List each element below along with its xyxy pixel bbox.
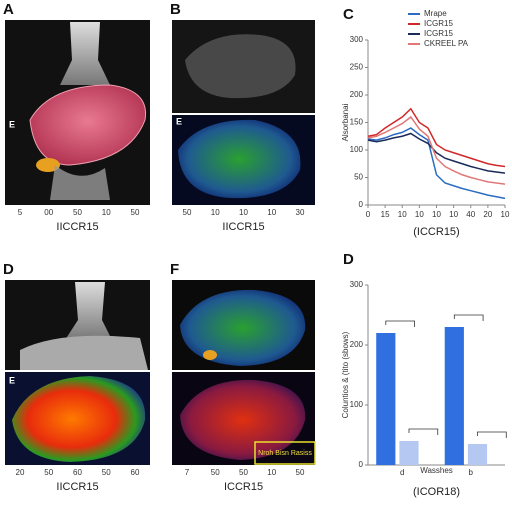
x-tick-label: d: [400, 468, 404, 477]
y-tick-label: 150: [350, 118, 364, 127]
panel-letter: A: [3, 1, 14, 18]
panel-letter: B: [170, 1, 181, 18]
legend-label: CKREEL PA: [424, 39, 469, 48]
y-tick-label: 100: [350, 400, 364, 409]
tick-label: 7: [185, 468, 190, 477]
y-tick-label: 300: [350, 35, 364, 44]
y-tick-label: 0: [359, 460, 364, 469]
x-axis-title: Wasshes: [420, 466, 453, 475]
x-axis-label: (ICOR18): [413, 486, 460, 498]
x-axis-label: (ICCR15): [413, 226, 459, 238]
x-tick-label: 10: [398, 210, 407, 219]
tick-label: 60: [131, 468, 140, 477]
x-tick-label: 10: [501, 210, 510, 219]
y-tick-label: 0: [359, 200, 364, 209]
tick-label: 00: [44, 208, 53, 217]
x-tick-label: 10: [432, 210, 441, 219]
bar: [376, 333, 396, 465]
tick-label: 50: [183, 208, 192, 217]
inset-letter: E: [176, 116, 182, 126]
annotation: Nroh Bisn Rasiss: [258, 450, 312, 457]
x-tick-label: 40: [466, 210, 475, 219]
x-axis-label: IICCR15: [56, 221, 98, 233]
bar: [467, 444, 488, 465]
tick-label: 50: [296, 468, 305, 477]
significance-bracket: [385, 320, 415, 327]
x-axis-label: ICCR15: [224, 481, 263, 493]
panel-letter: D: [343, 251, 354, 268]
x-tick-label: 15: [381, 210, 390, 219]
inset-letter: E: [9, 375, 15, 385]
tick-label: 50: [73, 208, 82, 217]
significance-bracket: [453, 314, 484, 321]
y-tick-label: 200: [350, 90, 364, 99]
x-axis-label: IICCR15: [56, 481, 98, 493]
panel-letter: F: [170, 261, 179, 278]
tick-label: 50: [239, 468, 248, 477]
tick-label: 30: [296, 208, 305, 217]
significance-bracket: [477, 431, 507, 438]
line-series: [367, 132, 506, 174]
legend-label: ICGR15: [424, 19, 453, 28]
y-axis-label: Alsorbanai: [341, 103, 350, 141]
line-series: [367, 115, 506, 185]
inset-letter: E: [9, 119, 15, 129]
x-tick-label: b: [469, 468, 474, 477]
panel-d-image: [5, 280, 150, 465]
tick-label: 10: [211, 208, 220, 217]
tick-label: 5: [18, 208, 23, 217]
bar: [399, 441, 419, 465]
y-tick-label: 300: [350, 280, 364, 289]
y-tick-label: 100: [350, 145, 364, 154]
x-tick-label: 20: [483, 210, 492, 219]
y-tick-label: 50: [354, 173, 363, 182]
tick-label: 10: [267, 208, 276, 217]
line-series: [367, 127, 506, 200]
tick-label: 10: [267, 468, 276, 477]
legend-label: Mrape: [424, 9, 447, 18]
tick-label: 10: [102, 208, 111, 217]
x-tick-label: 10: [415, 210, 424, 219]
tick-label: 50: [44, 468, 53, 477]
tick-label: 60: [73, 468, 82, 477]
y-axis-label: Coluntios & (tito (sbows): [341, 331, 350, 418]
x-tick-label: 0: [366, 210, 371, 219]
panel-f-image: [172, 280, 316, 465]
panel-letter: C: [343, 6, 354, 23]
y-tick-label: 200: [350, 340, 364, 349]
significance-bracket: [408, 428, 439, 435]
legend-label: ICGR15: [424, 29, 453, 38]
tick-label: 50: [102, 468, 111, 477]
tick-label: 50: [131, 208, 140, 217]
x-axis-label: IICCR15: [222, 221, 264, 233]
x-tick-label: 10: [449, 210, 458, 219]
tick-label: 10: [239, 208, 248, 217]
tick-label: 50: [211, 468, 220, 477]
tick-label: 20: [16, 468, 25, 477]
panel-letter: D: [3, 261, 14, 278]
panel-a-image: [5, 20, 150, 205]
y-tick-label: 250: [350, 63, 364, 72]
line-series: [367, 107, 506, 168]
bar: [444, 327, 464, 465]
panel-b-image: [172, 20, 315, 205]
